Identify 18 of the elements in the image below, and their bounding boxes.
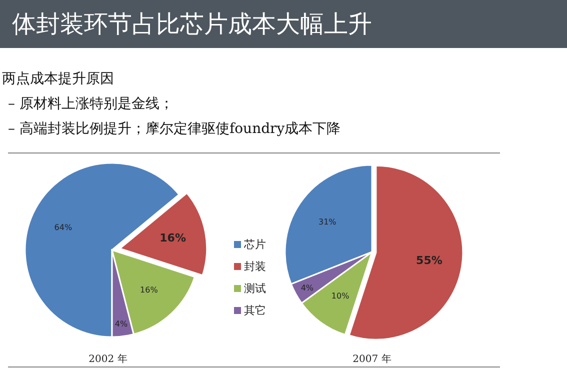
- text: – 原材料上涨特别是金线；: [8, 96, 174, 112]
- text: 2002 年: [88, 353, 128, 365]
- data-label: 10%: [331, 292, 350, 301]
- data-label: 64%: [54, 223, 72, 232]
- legend-label: 其它: [244, 304, 266, 317]
- legend-label: 封装: [244, 260, 266, 273]
- data-label: 16%: [140, 285, 158, 294]
- text: 两点成本提升原因: [2, 71, 114, 87]
- data-label: 55%: [416, 254, 442, 268]
- text: – 高端封装比例提升；摩尔定律驱使foundry成本下降: [8, 121, 341, 137]
- data-label: 31%: [318, 218, 337, 227]
- data-label: 4%: [114, 319, 128, 328]
- data-label: 4%: [300, 284, 314, 293]
- chart-title: 体封装环节占比芯片成本大幅上升: [12, 10, 372, 38]
- data-label: 16%: [160, 231, 186, 244]
- text: 2007 年: [352, 353, 392, 365]
- legend-label: 芯片: [243, 238, 266, 251]
- legend-label: 测试: [244, 282, 266, 295]
